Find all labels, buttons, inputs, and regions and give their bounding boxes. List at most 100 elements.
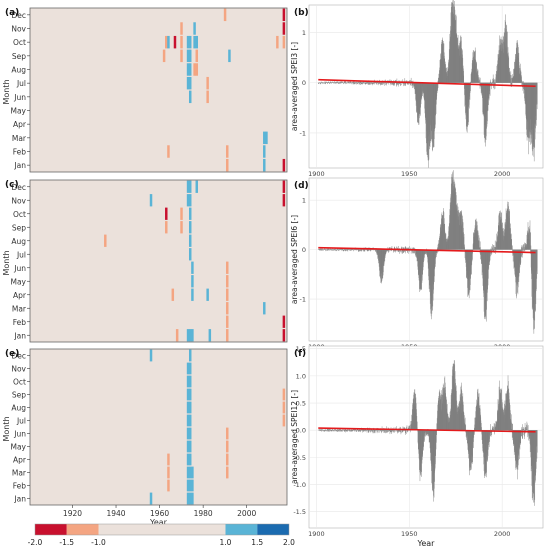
heatmap-cell: [193, 35, 196, 49]
month-tick-label: Aug: [11, 404, 26, 413]
heatmap-cell: [167, 35, 170, 49]
heatmap-cell: [226, 427, 229, 440]
heatmap-cell: [165, 207, 168, 220]
heatmap-cell: [263, 131, 266, 145]
year-tick-label: 1960: [150, 509, 169, 518]
heatmap-cell: [188, 466, 192, 479]
y-tick-label: 1.5: [296, 345, 306, 353]
heatmap-cell: [282, 35, 286, 49]
heatmap-cell: [188, 375, 192, 388]
heatmap-cell: [186, 414, 190, 427]
y-tick-label: 1: [302, 197, 306, 205]
heatmap-cell: [191, 275, 194, 288]
heatmap-cell: [165, 35, 168, 49]
x-tick-label: 1900: [308, 170, 325, 178]
month-tick-label: Jul: [16, 79, 26, 88]
heatmap-cell: [276, 35, 279, 49]
heatmap-cell: [282, 8, 286, 22]
year-tick-label: 1980: [194, 509, 213, 518]
heatmap-cell: [167, 479, 170, 492]
month-tick-label: Dec: [11, 352, 26, 361]
heatmap-cell: [263, 302, 266, 315]
month-tick-label: Jan: [13, 161, 26, 170]
y-tick-label: -1: [300, 296, 306, 304]
heatmap-cell: [186, 329, 190, 342]
month-axis-label: Month: [2, 416, 11, 441]
heatmap-cell: [186, 401, 190, 414]
heatmap-cell: [186, 479, 190, 492]
y-tick-label: 1: [302, 29, 306, 37]
heatmap-cell: [188, 49, 192, 63]
heatmap-cell: [226, 440, 229, 453]
heatmap-cell: [191, 479, 194, 492]
legend-tick-label: 1.0: [220, 538, 232, 547]
month-tick-label: Mar: [12, 134, 27, 143]
y-tick-label: 0: [302, 79, 306, 87]
heatmap-cell: [180, 35, 183, 49]
heatmap-panel-spei6: Dec Nov Oct Sep Aug Jul Jun May Apr Mar Feb Jan Mont…: [2, 179, 288, 343]
month-axis-label: Month: [2, 250, 11, 275]
heatmap-cell: [188, 388, 192, 401]
heatmap-cell: [175, 329, 179, 342]
heatmap-cell: [186, 49, 190, 63]
x-tick-label: 2000: [494, 170, 511, 178]
heatmap-cell: [188, 180, 192, 193]
heatmap-cell: [173, 35, 177, 49]
heatmap-cell: [195, 35, 199, 49]
x-tick-label: 1900: [308, 530, 325, 538]
month-tick-label: Jun: [13, 93, 26, 102]
heatmap-cell: [282, 194, 286, 207]
heatmap-cell: [186, 375, 190, 388]
month-tick-label: Feb: [13, 148, 27, 157]
heatmap-cell: [186, 388, 190, 401]
heatmap-cell: [188, 90, 192, 104]
month-tick-label: Jun: [13, 430, 26, 439]
heatmap-cell: [188, 329, 192, 342]
heatmap-cell: [191, 261, 194, 274]
heatmap-cell: [226, 329, 229, 342]
month-tick-label: Jul: [16, 250, 26, 259]
heatmap-cell: [282, 329, 286, 342]
legend-swatch: [257, 524, 289, 535]
x-tick-label: 2000: [494, 530, 511, 538]
heatmap-cell: [180, 207, 183, 220]
heatmap-cell: [226, 158, 229, 172]
heatmap-cell: [226, 315, 229, 328]
month-tick-label: Jan: [13, 331, 26, 340]
legend-tick-label: 1.5: [251, 538, 263, 547]
heatmap-cell: [188, 440, 192, 453]
y-axis-label: area-averaged SPEI3 [-]: [290, 42, 299, 131]
month-tick-label: Jun: [13, 264, 26, 273]
legend-swatch: [225, 524, 258, 535]
y-tick-label: -1.0: [293, 481, 306, 489]
month-tick-label: Apr: [13, 120, 27, 129]
heatmap-cell: [195, 49, 199, 63]
heatmap-cell: [149, 492, 153, 505]
legend-tick-label: -1.5: [59, 538, 74, 547]
month-tick-label: Jan: [13, 495, 26, 504]
heatmap-cell: [162, 49, 166, 63]
heatmap-cell: [226, 302, 229, 315]
heatmap-cell: [191, 288, 194, 301]
y-axis-label: area-averaged SPEI12 [-]: [290, 390, 299, 484]
y-tick-label: 0.0: [296, 427, 306, 435]
heatmap-cell: [167, 453, 170, 466]
heatmap-cell: [188, 349, 192, 362]
month-tick-label: Nov: [11, 365, 26, 374]
heatmap-cell: [282, 315, 286, 328]
x-tick-label: 1950: [401, 170, 418, 178]
trend-line: [318, 78, 536, 88]
y-axis-label: area-averaged SPEI6 [-]: [290, 215, 299, 304]
month-tick-label: Oct: [13, 210, 26, 219]
month-tick-label: Aug: [11, 237, 26, 246]
heatmap-cell: [167, 145, 170, 158]
heatmap-cell: [149, 349, 153, 362]
panel-letter: (e): [5, 349, 19, 359]
monthly-bars: [318, 0, 538, 168]
month-tick-label: Apr: [13, 456, 27, 465]
heatmap-cell: [188, 221, 192, 234]
heatmap-cell: [263, 158, 266, 172]
heatmap-cell: [186, 194, 190, 207]
